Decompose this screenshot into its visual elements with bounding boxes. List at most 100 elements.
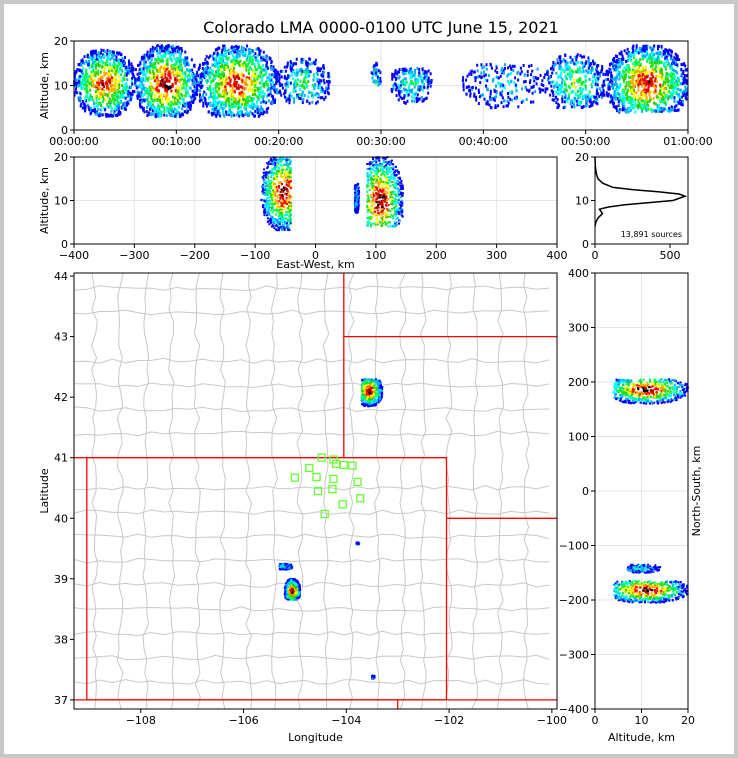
source-point (271, 73, 274, 77)
source-point (313, 62, 316, 66)
source-point (222, 78, 225, 82)
source-point (233, 75, 236, 79)
source-point (278, 76, 281, 80)
source-point (204, 61, 207, 65)
source-point (252, 97, 255, 101)
source-point (646, 80, 649, 84)
source-point (84, 107, 87, 111)
source-point (231, 59, 234, 63)
source-point (611, 77, 614, 81)
source-point (248, 95, 251, 99)
source-point (241, 103, 244, 107)
source-point (245, 83, 248, 87)
source-point (531, 69, 534, 73)
source-point (674, 61, 677, 65)
source-point (562, 106, 565, 110)
source-point (680, 62, 683, 66)
source-point (215, 114, 218, 118)
source-point (214, 111, 217, 115)
source-point (620, 74, 623, 78)
source-point (99, 70, 102, 74)
source-point (194, 77, 197, 81)
source-point (279, 181, 282, 184)
source-point (174, 77, 177, 81)
source-point (260, 70, 263, 74)
source-point (651, 50, 654, 54)
source-point (650, 72, 653, 76)
source-point (618, 77, 621, 81)
source-point (622, 77, 625, 81)
source-point (91, 79, 94, 83)
source-point (97, 60, 100, 64)
source-point (271, 224, 274, 227)
source-point (193, 93, 196, 97)
source-point (638, 80, 641, 84)
source-point (179, 96, 182, 100)
source-point (83, 55, 86, 59)
source-point (663, 61, 666, 65)
source-point (83, 75, 86, 79)
source-point (167, 44, 170, 48)
source-point (143, 59, 146, 63)
source-point (628, 89, 631, 93)
source-point (171, 91, 174, 95)
source-point (205, 71, 208, 75)
source-point (90, 77, 93, 81)
source-point (290, 63, 293, 67)
source-point (275, 156, 278, 159)
source-point (169, 107, 172, 111)
source-point (564, 64, 567, 68)
source-point (165, 90, 168, 94)
source-point (98, 112, 101, 116)
source-point (271, 81, 274, 85)
source-point (671, 76, 674, 80)
source-point (228, 72, 231, 76)
source-point (615, 82, 618, 86)
source-point (404, 71, 407, 75)
source-point (214, 48, 217, 52)
source-point (156, 114, 159, 118)
source-point (116, 87, 119, 91)
source-point (637, 69, 640, 73)
source-point (327, 92, 330, 96)
source-point (625, 51, 628, 55)
source-point (98, 54, 101, 58)
source-point (619, 98, 622, 102)
source-point (650, 79, 653, 83)
source-point (174, 102, 177, 106)
source-point (637, 74, 640, 78)
source-point (397, 86, 400, 90)
source-point (554, 62, 557, 66)
source-point (658, 71, 661, 75)
source-point (275, 88, 278, 92)
source-point (247, 51, 250, 55)
source-point (116, 67, 119, 71)
source-point (391, 77, 394, 81)
source-point (133, 75, 136, 79)
source-point (641, 93, 644, 97)
source-point (395, 88, 398, 92)
source-point (105, 71, 108, 75)
source-point (182, 101, 185, 105)
source-point (298, 83, 301, 87)
source-point (660, 46, 663, 50)
source-point (495, 66, 498, 70)
source-point (262, 55, 265, 59)
source-point (153, 107, 156, 111)
source-point (223, 44, 226, 48)
source-point (403, 67, 406, 71)
source-point (154, 109, 157, 113)
source-point (670, 78, 673, 82)
source-point (570, 99, 573, 103)
source-point (81, 100, 84, 104)
source-point (112, 88, 115, 92)
source-point (278, 215, 281, 218)
source-point (290, 66, 293, 70)
source-point (168, 103, 171, 107)
source-point (616, 88, 619, 92)
source-point (398, 70, 401, 74)
source-point (107, 55, 110, 59)
source-point (271, 173, 274, 176)
source-point (214, 103, 217, 107)
source-point (278, 73, 281, 77)
